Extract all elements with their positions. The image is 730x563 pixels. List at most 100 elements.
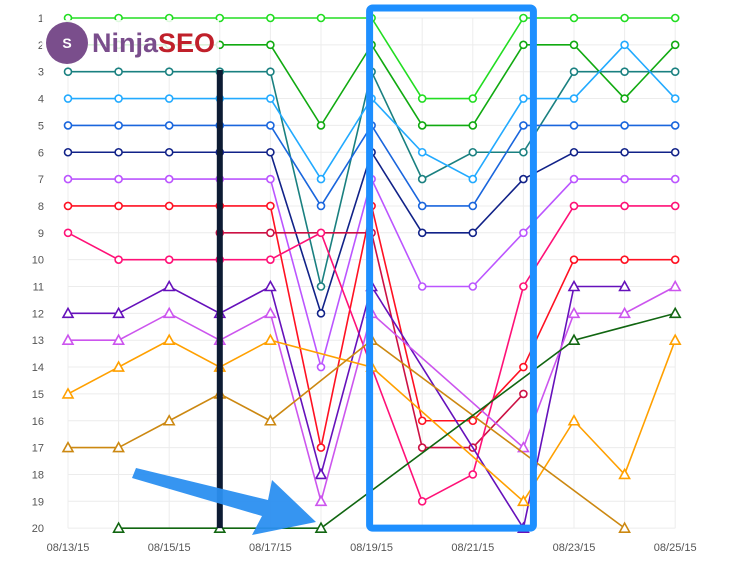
y-tick-label: 3 xyxy=(38,67,44,79)
y-tick-label: 18 xyxy=(32,469,44,481)
data-point xyxy=(63,201,73,211)
data-point xyxy=(63,67,73,76)
ninjaseo-logo: S Ninja SEO xyxy=(42,20,220,66)
x-tick-label: 08/19/15 xyxy=(350,542,393,554)
y-tick-label: 13 xyxy=(32,335,44,347)
data-point xyxy=(468,174,478,184)
data-point xyxy=(164,255,174,264)
x-tick-label: 08/25/15 xyxy=(654,542,697,554)
y-tick-label: 14 xyxy=(32,362,44,374)
data-point xyxy=(266,174,275,184)
data-point xyxy=(164,121,174,130)
data-point xyxy=(567,279,581,292)
series-line xyxy=(219,232,524,449)
arrow-annotation-icon xyxy=(132,468,316,535)
data-point xyxy=(266,147,275,157)
data-point xyxy=(266,228,275,238)
data-point xyxy=(668,333,682,346)
data-point xyxy=(519,121,528,130)
data-point xyxy=(468,228,478,238)
data-point xyxy=(519,40,528,50)
data-point xyxy=(620,147,629,157)
data-point xyxy=(114,147,123,157)
data-point xyxy=(314,467,328,480)
data-point xyxy=(417,174,427,184)
data-point xyxy=(468,94,478,103)
data-point xyxy=(314,521,328,533)
y-tick-label: 11 xyxy=(33,282,44,294)
data-point xyxy=(519,94,528,103)
data-point xyxy=(266,121,275,130)
data-point xyxy=(164,147,174,157)
data-point xyxy=(620,13,629,23)
data-point xyxy=(468,470,478,479)
x-tick-label: 08/23/15 xyxy=(553,542,596,554)
data-point xyxy=(266,255,275,264)
data-point xyxy=(63,94,73,103)
x-tick-label: 08/15/15 xyxy=(148,542,191,554)
data-point xyxy=(316,121,326,130)
data-point xyxy=(468,147,478,157)
data-point xyxy=(569,174,579,184)
data-point xyxy=(670,147,680,157)
data-point xyxy=(519,13,528,23)
data-point xyxy=(668,306,682,319)
data-point xyxy=(164,94,174,103)
data-point xyxy=(112,440,125,453)
data-point xyxy=(114,121,123,130)
ninja-badge-icon: S xyxy=(46,22,88,64)
data-point xyxy=(164,174,174,184)
data-point xyxy=(569,147,579,157)
data-point xyxy=(569,67,579,76)
data-point xyxy=(266,13,275,23)
data-point xyxy=(670,13,680,23)
vertical-marker-bar xyxy=(216,70,223,529)
logo-text-ninja: Ninja xyxy=(92,27,159,58)
data-point xyxy=(63,147,73,157)
highlight-box xyxy=(366,4,537,532)
data-point xyxy=(63,228,73,238)
data-point xyxy=(670,121,680,130)
data-point xyxy=(417,443,427,452)
data-point xyxy=(316,228,326,238)
data-point xyxy=(417,121,427,130)
data-point xyxy=(316,443,326,452)
data-point xyxy=(670,67,680,76)
data-point xyxy=(417,282,427,291)
y-tick-label: 7 xyxy=(38,174,44,186)
data-point xyxy=(316,174,326,184)
data-point xyxy=(61,440,75,453)
data-point xyxy=(519,174,528,184)
y-tick-label: 15 xyxy=(32,389,44,401)
data-point xyxy=(417,147,427,157)
data-point xyxy=(569,13,579,23)
series-line xyxy=(67,339,676,503)
series-6 xyxy=(63,174,680,372)
data-point xyxy=(266,94,275,103)
y-tick-label: 20 xyxy=(32,523,44,535)
data-point xyxy=(164,67,174,76)
data-point xyxy=(519,389,528,399)
data-point xyxy=(316,282,326,291)
data-point xyxy=(264,414,277,426)
data-point xyxy=(517,440,530,453)
y-tick-label: 2 xyxy=(38,40,44,52)
data-point xyxy=(670,255,680,264)
series-14 xyxy=(112,306,682,533)
data-point xyxy=(620,174,629,184)
data-point xyxy=(620,255,629,264)
data-point xyxy=(620,40,629,50)
data-point xyxy=(417,496,427,506)
data-point xyxy=(519,228,528,238)
y-tick-label: 17 xyxy=(32,443,44,455)
data-point xyxy=(61,387,75,399)
data-point xyxy=(569,201,579,211)
series-0 xyxy=(63,13,680,103)
data-point xyxy=(620,94,629,103)
data-point xyxy=(417,416,427,426)
data-point xyxy=(670,40,680,50)
y-tick-label: 12 xyxy=(32,308,44,320)
data-point xyxy=(215,13,225,23)
y-tick-label: 1 xyxy=(38,13,44,25)
